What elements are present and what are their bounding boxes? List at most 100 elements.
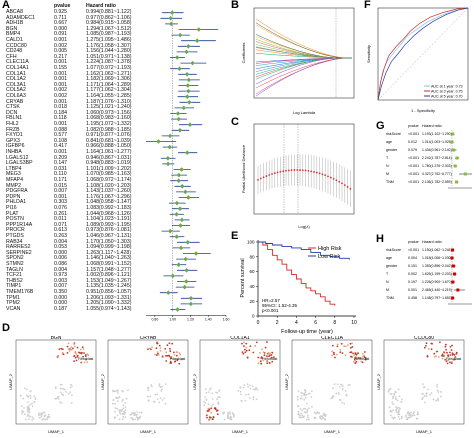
cell-point: [121, 418, 124, 421]
cell-point: [415, 417, 418, 420]
cell-point: [29, 415, 32, 418]
cell-point: [168, 342, 171, 345]
gene-pvalue: 0.001: [54, 121, 67, 127]
cell-point: [268, 362, 271, 364]
cell-point: [207, 391, 210, 393]
cell-point: [410, 411, 412, 414]
x-axis-label: Hazard ratio: [176, 321, 196, 322]
gene-hazard-ratio: 1.068(0.983~1.160): [86, 115, 132, 122]
umap-plot-col1a1: COL1A1 Fibroblast UMAP_1 UMAP_2: [192, 336, 281, 434]
cell-point: [422, 396, 424, 399]
cell-point: [153, 401, 156, 403]
cell-point: [302, 416, 305, 419]
cell-point: [331, 354, 333, 357]
gene-name: POSTN: [6, 216, 24, 223]
cell-point: [136, 411, 138, 413]
cell-point: [254, 388, 256, 391]
gene-title: BGN: [51, 336, 62, 341]
cell-point: [173, 351, 175, 354]
cell-point: [393, 392, 396, 395]
gene-hazard-ratio: 1.083(0.992~1.183): [86, 205, 132, 211]
gene-row: SERPINE2 0.000 1.263(1.117~1.428): [6, 249, 146, 256]
gene-name: CLEC11A: [6, 59, 29, 66]
cv-point: [349, 187, 352, 190]
cell-point: [31, 402, 33, 405]
gene-hazard-ratio: 1.156(1.044~1.280): [86, 48, 132, 55]
cell-point: [116, 392, 119, 394]
gene-name: LGALS3BP: [6, 160, 33, 167]
cell-point: [345, 345, 347, 348]
cell-point: [303, 398, 306, 401]
ci-stat: 95%CI: 1.52-4.35: [262, 303, 298, 308]
cv-point: [285, 169, 287, 172]
cell-point: [176, 359, 179, 362]
cell-point: [444, 359, 447, 362]
cell-point: [73, 343, 76, 346]
gene-name: TIMP1: [6, 283, 22, 290]
cell-point: [304, 391, 307, 393]
cell-point: [124, 402, 127, 404]
cell-point: [353, 354, 356, 357]
covariate-hazard-ratio: 2.242(1.787~2.814): [422, 156, 452, 160]
cell-point: [264, 346, 267, 349]
cell-point: [26, 407, 29, 409]
cv-point: [329, 176, 332, 179]
cell-point: [241, 342, 243, 345]
y-axis-label: Coefficients: [241, 43, 246, 64]
covariate-name: gender: [386, 264, 398, 268]
gene-hazard-ratio: 0.977(0.862~1.106): [86, 14, 132, 21]
cell-point: [211, 398, 214, 400]
cell-point: [389, 393, 392, 395]
hr-marker: [179, 167, 184, 172]
cell-point: [116, 414, 119, 417]
cell-point: [245, 349, 248, 352]
cell-point: [352, 352, 354, 355]
cell-point: [422, 383, 424, 385]
cell-point: [350, 346, 352, 349]
cell-point: [83, 352, 85, 354]
cell-point: [319, 417, 322, 419]
gene-name: FRZB: [6, 126, 20, 133]
roc-plot: Sensitivity 1 - Specificity AUC at 1 yea…: [366, 7, 469, 113]
cell-point: [239, 390, 242, 393]
cell-point: [154, 353, 156, 356]
hr-marker: [176, 178, 181, 183]
covariate-name: M: [386, 288, 389, 292]
y-axis-label: UMAP_2: [284, 373, 289, 390]
gene-hazard-ratio: 1.002(0.896~1.121): [86, 272, 132, 279]
cell-point: [297, 405, 299, 408]
cell-point: [450, 349, 453, 351]
cell-point: [165, 360, 168, 362]
cell-point: [237, 389, 240, 392]
covariate-pvalue: 0.079: [408, 148, 417, 152]
cell-point: [340, 342, 343, 345]
cell-point: [333, 353, 335, 356]
gene-name: PTGDS: [6, 233, 24, 239]
cell-point: [347, 384, 350, 387]
gene-name: LTBP4: [6, 165, 22, 172]
cell-point: [255, 341, 258, 344]
cell-point: [170, 362, 172, 364]
gene-title: CCDC80: [414, 336, 434, 341]
gene-hazard-ratio: 0.973(0.876~1.081): [86, 227, 132, 234]
hr-marker: [177, 32, 183, 38]
y-tick-label: 60: [249, 269, 255, 274]
cell-point: [271, 351, 274, 354]
gene-pvalue: 0.000: [54, 300, 67, 307]
x-tick-label: 2: [276, 320, 279, 326]
cell-point: [19, 394, 22, 397]
cell-point: [396, 407, 399, 409]
cell-point: [441, 353, 444, 356]
cell-point: [341, 352, 344, 354]
gene-pvalue: 0.004: [54, 238, 67, 245]
hr-marker: [193, 251, 199, 256]
cell-point: [122, 413, 125, 415]
cell-point: [392, 395, 394, 398]
cell-point: [301, 416, 304, 419]
cell-point: [427, 348, 430, 350]
gene-pvalue: 0.000: [54, 249, 67, 256]
cell-point: [436, 383, 439, 386]
cell-point: [340, 383, 343, 386]
gene-name: RARRES2: [6, 244, 31, 251]
cell-point: [159, 397, 162, 399]
